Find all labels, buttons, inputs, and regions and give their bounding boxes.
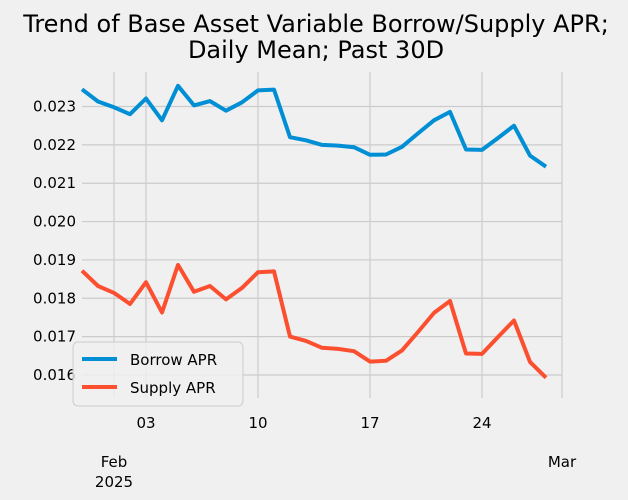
- x-tick-label: 24: [472, 414, 491, 432]
- x-tick-label: 03: [136, 414, 155, 432]
- x-major-tick-sublabel: 2025: [95, 473, 133, 491]
- series-line-borrow-apr: [80, 83, 548, 169]
- legend: Borrow APR Supply APR: [72, 341, 244, 407]
- series-line-supply-apr: [80, 262, 548, 380]
- y-tick-label: 0.018: [33, 289, 76, 307]
- x-tick-label: 10: [248, 414, 267, 432]
- chart-title: Trend of Base Asset Variable Borrow/Supp…: [22, 10, 609, 64]
- y-tick-label: 0.020: [33, 213, 76, 231]
- x-major-tick-label: Mar: [548, 453, 577, 471]
- y-tick-label: 0.019: [33, 251, 76, 269]
- series-lines: [80, 83, 548, 380]
- legend-label-supply: Supply APR: [130, 379, 216, 397]
- legend-label-borrow: Borrow APR: [130, 351, 217, 369]
- y-tick-label: 0.023: [33, 98, 76, 116]
- chart-title-line-1: Trend of Base Asset Variable Borrow/Supp…: [22, 10, 609, 38]
- y-tick-label: 0.021: [33, 174, 76, 192]
- y-tick-label: 0.016: [33, 366, 76, 384]
- y-tick-label: 0.022: [33, 136, 76, 154]
- x-tick-label: 17: [360, 414, 379, 432]
- y-axis-ticks: 0.016 0.017 0.018 0.019 0.020 0.021 0.022 0.023: [33, 98, 76, 384]
- x-axis-ticks: 03 10 17 24 Feb 2025 Mar: [95, 414, 577, 491]
- y-tick-label: 0.017: [33, 328, 76, 346]
- chart-title-line-2: Daily Mean; Past 30D: [188, 36, 444, 64]
- x-major-tick-label: Feb: [101, 453, 128, 471]
